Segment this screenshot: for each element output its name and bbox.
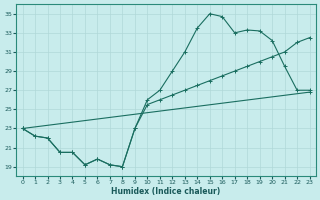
- X-axis label: Humidex (Indice chaleur): Humidex (Indice chaleur): [111, 187, 221, 196]
